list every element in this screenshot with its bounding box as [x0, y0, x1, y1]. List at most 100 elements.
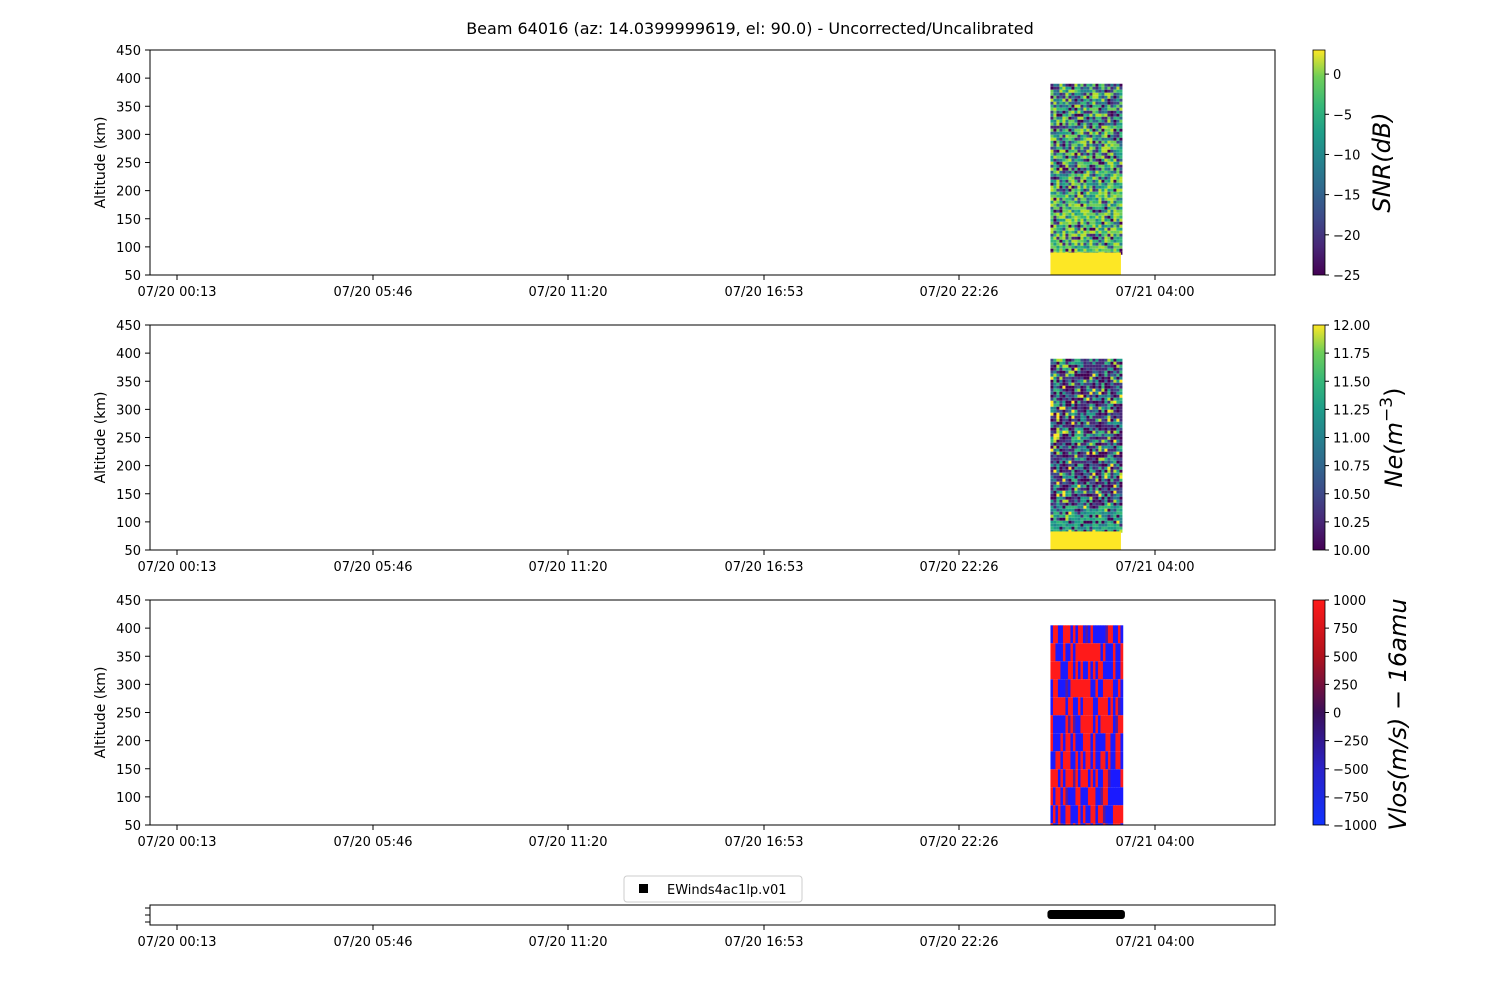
- heatmap-cell: [1062, 364, 1066, 368]
- heatmap-cell: [1077, 520, 1081, 524]
- heatmap-cell: [1113, 367, 1117, 371]
- heatmap-cell: [1068, 427, 1072, 431]
- heatmap-cell: [1089, 113, 1093, 117]
- heatmap-cell: [1107, 373, 1111, 377]
- heatmap-cell: [1070, 823, 1074, 825]
- heatmap-cell: [1071, 463, 1075, 467]
- heatmap-cell: [1095, 188, 1099, 192]
- heatmap-cell: [1083, 511, 1087, 515]
- heatmap-cell: [1071, 242, 1075, 246]
- heatmap-cell: [1074, 185, 1078, 189]
- heatmap-cell: [1070, 787, 1074, 806]
- heatmap-cell: [1113, 502, 1117, 506]
- heatmap-cell: [1095, 457, 1099, 461]
- heatmap-cell: [1068, 391, 1072, 395]
- heatmap-cell: [1050, 484, 1054, 488]
- heatmap-cell: [1104, 140, 1108, 144]
- heatmap-cell: [1065, 661, 1069, 680]
- heatmap-cell: [1074, 161, 1078, 165]
- heatmap-cell: [1104, 86, 1108, 90]
- heatmap-cell: [1074, 221, 1078, 225]
- heatmap-cell: [1080, 517, 1084, 521]
- panel-1-xtick-label: 07/20 11:20: [528, 285, 607, 300]
- heatmap-cell: [1101, 487, 1105, 491]
- heatmap-cell: [1074, 433, 1078, 437]
- heatmap-cell: [1065, 194, 1069, 198]
- heatmap-cell: [1107, 385, 1111, 389]
- heatmap-cell: [1116, 370, 1120, 374]
- heatmap-cell: [1092, 236, 1096, 240]
- heatmap-cell: [1083, 203, 1087, 207]
- heatmap-cell: [1074, 170, 1078, 174]
- heatmap-cell: [1065, 517, 1069, 521]
- heatmap-cell: [1057, 769, 1061, 788]
- heatmap-cell: [1062, 433, 1066, 437]
- heatmap-cell: [1062, 137, 1066, 141]
- heatmap-cell: [1083, 445, 1087, 449]
- heatmap-cell: [1083, 197, 1087, 201]
- heatmap-cell: [1080, 481, 1084, 485]
- heatmap-cell: [1065, 442, 1069, 446]
- heatmap-cell: [1116, 421, 1120, 425]
- heatmap-cell: [1059, 523, 1063, 527]
- heatmap-cell: [1089, 370, 1093, 374]
- heatmap-cell: [1080, 472, 1084, 476]
- heatmap-cell: [1101, 155, 1105, 159]
- heatmap-cell: [1105, 661, 1109, 680]
- heatmap-cell: [1098, 212, 1102, 216]
- heatmap-cell: [1052, 787, 1056, 806]
- heatmap-cell: [1089, 388, 1093, 392]
- heatmap-cell: [1113, 149, 1117, 153]
- heatmap-cell: [1095, 418, 1099, 422]
- heatmap-cell: [1086, 134, 1090, 138]
- heatmap-cell: [1052, 661, 1056, 680]
- heatmap-cell: [1110, 463, 1114, 467]
- heatmap-cell: [1092, 442, 1096, 446]
- heatmap-cell: [1110, 367, 1114, 371]
- heatmap-cell: [1074, 248, 1078, 252]
- heatmap-cell: [1050, 466, 1054, 470]
- heatmap-cell: [1086, 367, 1090, 371]
- heatmap-cell: [1080, 167, 1084, 171]
- heatmap-cell: [1068, 520, 1072, 524]
- heatmap-cell: [1077, 769, 1081, 788]
- heatmap-cell: [1050, 769, 1054, 788]
- heatmap-cell: [1083, 502, 1087, 506]
- heatmap-cell: [1095, 823, 1099, 825]
- heatmap-cell: [1059, 191, 1063, 195]
- heatmap-cell: [1083, 433, 1087, 437]
- heatmap-cell: [1101, 107, 1105, 111]
- heatmap-cell: [1095, 248, 1099, 252]
- heatmap-cell: [1090, 733, 1094, 752]
- heatmap-cell: [1068, 215, 1072, 219]
- heatmap-cell: [1083, 170, 1087, 174]
- heatmap-cell: [1059, 526, 1063, 530]
- heatmap-cell: [1071, 448, 1075, 452]
- heatmap-cell: [1098, 460, 1102, 464]
- heatmap-cell: [1065, 427, 1069, 431]
- heatmap-cell: [1089, 98, 1093, 102]
- heatmap-cell: [1065, 394, 1069, 398]
- heatmap-cell: [1074, 191, 1078, 195]
- heatmap-cell: [1056, 373, 1060, 377]
- heatmap-cell: [1104, 466, 1108, 470]
- heatmap-cell: [1113, 137, 1117, 141]
- heatmap-cell: [1095, 152, 1099, 156]
- heatmap-cell: [1098, 200, 1102, 204]
- heatmap-cell: [1090, 787, 1094, 806]
- heatmap-cell: [1074, 110, 1078, 114]
- heatmap-cell: [1062, 206, 1066, 210]
- heatmap-cell: [1089, 358, 1093, 362]
- heatmap-cell: [1086, 92, 1090, 96]
- colorbar-label-2: Ne(m−3): [1377, 388, 1408, 488]
- heatmap-cell: [1050, 433, 1054, 437]
- heatmap-cell: [1056, 167, 1060, 171]
- heatmap-cell: [1104, 457, 1108, 461]
- heatmap-cell: [1095, 427, 1099, 431]
- heatmap-cell: [1101, 418, 1105, 422]
- heatmap-cell: [1107, 394, 1111, 398]
- heatmap-cell: [1074, 454, 1078, 458]
- heatmap-cell: [1110, 131, 1114, 135]
- heatmap-cell: [1074, 511, 1078, 515]
- heatmap-cell: [1101, 436, 1105, 440]
